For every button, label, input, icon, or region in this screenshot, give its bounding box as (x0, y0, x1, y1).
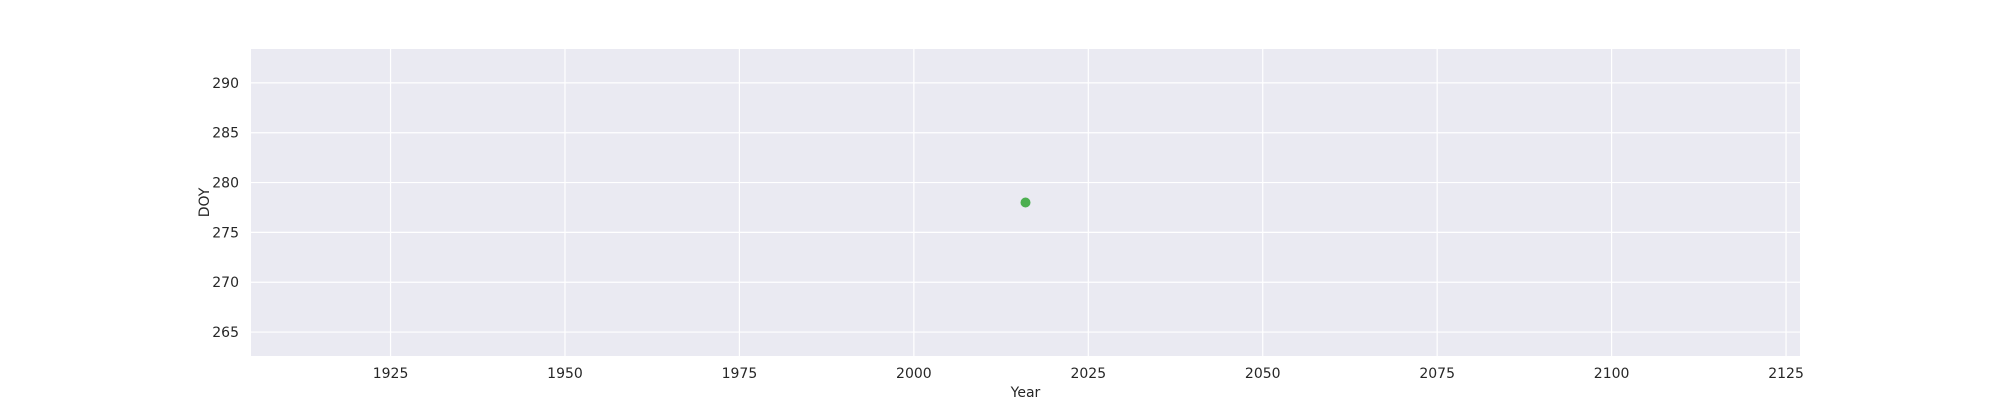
y-tick-label: 270 (212, 275, 239, 291)
x-tick-label: 1975 (722, 366, 758, 382)
x-axis-label: Year (1010, 385, 1041, 400)
x-tick-label: 1925 (373, 366, 409, 382)
x-tick-label: 2075 (1419, 366, 1455, 382)
x-tick-label: 2025 (1070, 366, 1106, 382)
data-point (1020, 197, 1031, 208)
y-tick-label: 290 (212, 76, 239, 92)
y-tick-labels: 265 270 275 280 285 290 (212, 76, 239, 341)
x-tick-labels: 1925 1950 1975 2000 2025 2050 2075 2100 2125 (373, 366, 1804, 382)
y-tick-label: 275 (212, 225, 239, 241)
x-tick-label: 2000 (896, 366, 932, 382)
y-gridlines (251, 82, 1800, 333)
x-tick-label: 2100 (1594, 366, 1630, 382)
y-tick-label: 285 (212, 126, 239, 142)
y-axis-label: DOY (197, 187, 213, 217)
y-tick-label: 265 (212, 325, 239, 341)
x-tick-label: 2050 (1245, 366, 1281, 382)
x-tick-label: 2125 (1768, 366, 1804, 382)
data-points (1020, 197, 1031, 208)
x-gridlines (389, 49, 1787, 356)
y-tick-label: 280 (212, 176, 239, 192)
x-tick-label: 1950 (547, 366, 583, 382)
